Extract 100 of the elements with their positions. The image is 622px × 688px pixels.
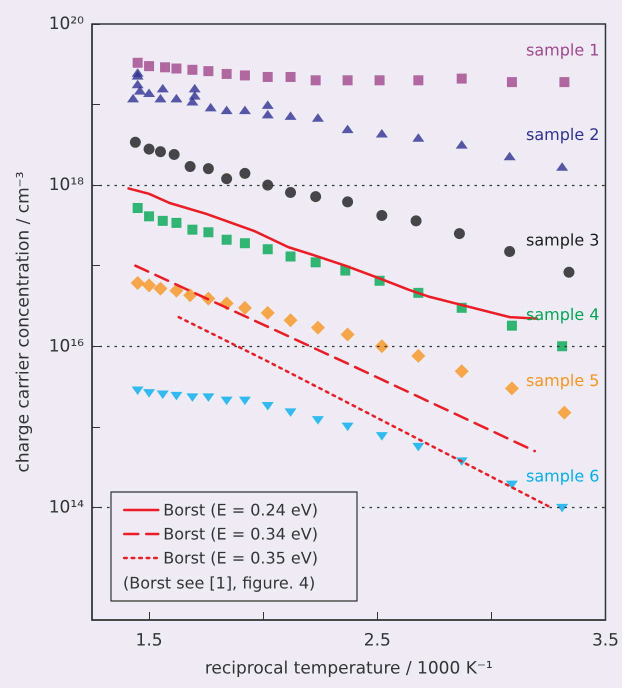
point xyxy=(143,88,156,98)
point xyxy=(171,64,182,74)
point xyxy=(286,252,296,262)
point xyxy=(204,102,217,112)
point xyxy=(310,257,321,268)
point xyxy=(168,149,180,160)
y-axis-title: charge carrier concentration / cm⁻³ xyxy=(14,172,34,472)
point xyxy=(158,216,168,226)
point xyxy=(132,386,144,396)
point xyxy=(284,111,297,120)
point xyxy=(188,84,201,92)
point xyxy=(556,162,568,171)
point xyxy=(170,392,182,400)
point xyxy=(374,339,389,354)
point xyxy=(310,320,325,335)
point xyxy=(222,68,232,79)
x-tick-label: 1.5 xyxy=(136,630,163,650)
point xyxy=(238,106,251,114)
x-tick-label: 2.5 xyxy=(364,630,391,650)
point xyxy=(144,144,155,155)
point xyxy=(142,278,156,292)
series-label: sample 6 xyxy=(526,466,600,486)
point xyxy=(188,91,201,100)
point xyxy=(310,191,322,202)
legend-label: Borst (E = 0.24 eV) xyxy=(163,500,318,520)
point xyxy=(240,70,250,80)
point xyxy=(454,228,465,240)
point xyxy=(342,124,354,134)
series-label: sample 1 xyxy=(526,40,600,60)
y-tick-label: 10¹⁸ xyxy=(48,175,84,196)
point xyxy=(312,416,324,425)
point xyxy=(376,210,388,221)
point xyxy=(186,393,198,402)
point xyxy=(144,61,154,72)
point xyxy=(130,136,141,148)
point xyxy=(284,313,298,328)
point xyxy=(310,75,321,86)
point xyxy=(156,84,169,92)
point xyxy=(286,72,296,82)
point xyxy=(202,393,214,402)
point xyxy=(220,396,233,406)
point xyxy=(170,94,182,102)
point xyxy=(410,215,422,226)
point xyxy=(376,129,388,138)
point xyxy=(153,282,168,296)
point xyxy=(411,348,426,363)
point xyxy=(154,146,166,158)
point xyxy=(504,152,516,160)
point xyxy=(183,288,198,302)
point xyxy=(504,246,516,257)
point xyxy=(132,80,144,88)
point xyxy=(262,110,274,118)
point xyxy=(144,211,154,222)
y-tick-label: 10¹⁴ xyxy=(48,497,84,518)
point xyxy=(202,163,214,174)
point xyxy=(342,75,353,86)
point xyxy=(127,94,140,102)
point xyxy=(238,300,252,315)
point xyxy=(222,234,232,245)
point xyxy=(262,180,274,191)
point xyxy=(130,276,145,290)
point xyxy=(134,86,146,95)
point xyxy=(413,75,424,86)
point xyxy=(456,140,468,149)
point xyxy=(557,406,572,420)
point xyxy=(160,62,170,72)
x-tick-label: 3.5 xyxy=(592,630,620,650)
point xyxy=(184,161,196,172)
point xyxy=(221,173,232,184)
point xyxy=(171,218,182,228)
point xyxy=(454,364,469,378)
point xyxy=(260,306,275,320)
point xyxy=(156,390,169,400)
point xyxy=(506,480,518,490)
y-tick-label: 10²⁰ xyxy=(48,14,84,34)
point xyxy=(262,72,273,82)
x-axis-title: reciprocal temperature / 1000 K⁻¹ xyxy=(204,658,493,678)
point xyxy=(240,238,250,248)
point xyxy=(262,244,273,254)
point xyxy=(132,203,143,214)
point xyxy=(342,422,354,432)
point xyxy=(557,341,568,352)
point xyxy=(456,74,467,84)
y-tick-label: 10¹⁶ xyxy=(48,336,84,356)
point xyxy=(559,77,570,88)
point xyxy=(342,196,354,208)
series-label: sample 3 xyxy=(526,230,600,250)
point xyxy=(187,64,198,75)
series-label: sample 4 xyxy=(526,304,600,324)
point xyxy=(186,96,198,106)
point xyxy=(239,168,250,179)
annotation: (Borst see [1], figure. 4) xyxy=(123,574,316,592)
point xyxy=(132,71,144,80)
point xyxy=(374,75,385,86)
legend-label: Borst (E = 0.34 eV) xyxy=(163,524,318,544)
point xyxy=(285,187,296,198)
point xyxy=(132,58,143,68)
point xyxy=(154,94,166,102)
point xyxy=(238,396,251,406)
point xyxy=(563,266,574,278)
